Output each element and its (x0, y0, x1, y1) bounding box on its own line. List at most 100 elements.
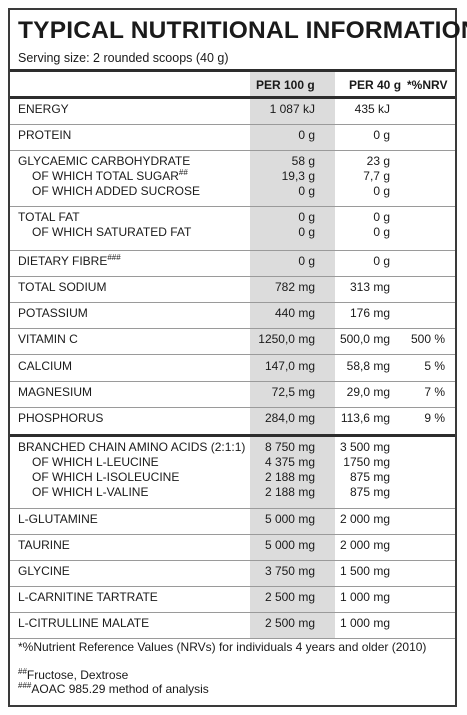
value-per-100g: 0 g (298, 254, 315, 268)
nutrient-label: GLYCINE (18, 564, 70, 579)
nutrient-name: BRANCHED CHAIN AMINO ACIDS (2:1:1) (18, 440, 246, 454)
value-per-100g: 0 g (298, 184, 315, 198)
table-row: OF WHICH TOTAL SUGAR## 19,3 g 7,7 g (10, 169, 455, 184)
nutrient-label: PROTEIN (18, 128, 71, 143)
value-per-40g: 875 mg (349, 470, 390, 484)
nutrient-name: PROTEIN (18, 128, 72, 142)
footnote-sugar-text: Fructose, Dextrose (26, 668, 129, 682)
row-divider (10, 250, 455, 251)
nutrient-name: MAGNESIUM (18, 385, 93, 399)
table-row: PROTEIN 0 g 0 g (10, 128, 455, 143)
value-per-40g: 1 500 mg (339, 564, 390, 578)
table-row: POTASSIUM 440 mg 176 mg (10, 306, 455, 321)
nutrient-label: VITAMIN C (18, 332, 78, 347)
value-per-40g: 875 mg (349, 485, 390, 499)
table-row: L-CARNITINE TARTRATE 2 500 mg 1 000 mg (10, 590, 455, 605)
nutrient-label: OF WHICH SATURATED FAT (32, 225, 191, 240)
table-row: OF WHICH SATURATED FAT 0 g 0 g (10, 225, 455, 240)
value-per-100g: 5 000 mg (264, 512, 315, 526)
nutrient-name: OF WHICH ADDED SUCROSE (32, 184, 201, 198)
table-row: L-CITRULLINE MALATE 2 500 mg 1 000 mg (10, 616, 455, 631)
column-header-nrv: *%NRV (407, 78, 448, 92)
table-row: OF WHICH ADDED SUCROSE 0 g 0 g (10, 184, 455, 199)
value-per-100g: 5 000 mg (264, 538, 315, 552)
row-divider (10, 206, 455, 207)
nutrient-name: L-CITRULLINE MALATE (18, 616, 150, 630)
row-divider (10, 586, 455, 587)
nutrient-label: MAGNESIUM (18, 385, 92, 400)
table-row: TOTAL FAT 0 g 0 g (10, 210, 455, 225)
column-header-rule (10, 96, 455, 99)
value-per-40g: 7,7 g (363, 169, 390, 183)
nutrient-name: POTASSIUM (18, 306, 88, 320)
value-per-40g: 0 g (373, 128, 390, 142)
table-row: VITAMIN C 1250,0 mg 500,0 mg 500 % (10, 332, 455, 347)
column-header-per-40g: PER 40 g (349, 78, 402, 92)
nutrient-name: TAURINE (18, 538, 70, 552)
footnote-sugar-mark: ## (18, 667, 27, 676)
value-per-100g: 2 188 mg (264, 485, 315, 499)
nutrient-label: L-CITRULLINE MALATE (18, 616, 149, 631)
nutrient-name: GLYCAEMIC CARBOHYDRATE (18, 154, 191, 168)
nutrient-label: OF WHICH L-LEUCINE (32, 455, 159, 470)
row-divider (10, 328, 455, 329)
nutrient-label: TOTAL FAT (18, 210, 80, 225)
value-nrv: 9 % (424, 411, 445, 425)
row-divider (10, 124, 455, 125)
table-row: CALCIUM 147,0 mg 58,8 mg 5 % (10, 359, 455, 374)
nutrient-name: TOTAL FAT (18, 210, 80, 224)
nutrient-name: OF WHICH TOTAL SUGAR (32, 169, 179, 183)
row-divider (10, 354, 455, 355)
value-per-100g: 4 375 mg (264, 455, 315, 469)
footnote-sugar: ##Fructose, Dextrose (18, 667, 450, 683)
table-row: L-GLUTAMINE 5 000 mg 2 000 mg (10, 512, 455, 527)
table-row: GLYCINE 3 750 mg 1 500 mg (10, 564, 455, 579)
value-per-100g: 19,3 g (281, 169, 315, 183)
value-per-40g: 1750 mg (343, 455, 390, 469)
nutrient-label: CALCIUM (18, 359, 72, 374)
nutrient-label: ENERGY (18, 102, 69, 117)
value-per-40g: 0 g (373, 184, 390, 198)
value-per-40g: 3 500 mg (339, 440, 390, 454)
value-per-40g: 58,8 mg (346, 359, 390, 373)
row-divider (10, 612, 455, 613)
footnote-fibre-text: AOAC 985.29 method of analysis (31, 682, 209, 696)
nutrient-name: ENERGY (18, 102, 69, 116)
row-divider (10, 302, 455, 303)
row-divider (10, 276, 455, 277)
row-divider (10, 638, 455, 639)
nutrient-label: L-GLUTAMINE (18, 512, 98, 527)
nutrient-name: L-CARNITINE TARTRATE (18, 590, 158, 604)
nutrient-label: OF WHICH L-ISOLEUCINE (32, 470, 179, 485)
table-row: MAGNESIUM 72,5 mg 29,0 mg 7 % (10, 385, 455, 400)
value-per-100g: 0 g (298, 128, 315, 142)
footnote-fibre: ###AOAC 985.29 method of analysis (18, 682, 450, 697)
nutrient-label: OF WHICH TOTAL SUGAR## (32, 169, 188, 184)
nutrient-name: OF WHICH L-ISOLEUCINE (32, 470, 180, 484)
value-per-40g: 29,0 mg (346, 385, 390, 399)
value-per-40g: 113,6 mg (340, 411, 390, 425)
nutrient-label: L-CARNITINE TARTRATE (18, 590, 158, 605)
value-per-100g: 2 500 mg (264, 590, 315, 604)
value-per-40g: 500,0 mg (339, 332, 390, 346)
value-per-100g: 440 mg (274, 306, 315, 320)
value-per-40g: 313 mg (349, 280, 390, 294)
value-per-100g: 0 g (298, 225, 315, 239)
nutrient-name: L-GLUTAMINE (18, 512, 98, 526)
value-per-40g: 0 g (373, 254, 390, 268)
table-row: OF WHICH L-LEUCINE 4 375 mg 1750 mg (10, 455, 455, 470)
nutrient-label: OF WHICH ADDED SUCROSE (32, 184, 200, 199)
row-divider (10, 150, 455, 151)
table-row: DIETARY FIBRE### 0 g 0 g (10, 254, 455, 269)
serving-size: Serving size: 2 rounded scoops (40 g) (18, 51, 229, 65)
header-rule (10, 69, 455, 72)
nutrient-name: CALCIUM (18, 359, 73, 373)
nutrient-name: TOTAL SODIUM (18, 280, 107, 294)
nutrient-name: GLYCINE (18, 564, 70, 578)
nutrient-name: OF WHICH L-VALINE (32, 485, 149, 499)
table-row: BRANCHED CHAIN AMINO ACIDS (2:1:1) 8 750 … (10, 440, 455, 455)
nutrient-label: POTASSIUM (18, 306, 88, 321)
nutrition-panel: TYPICAL NUTRITIONAL INFORMATION Serving … (8, 8, 467, 707)
footnote-nrv: *%Nutrient Reference Values (NRVs) for i… (18, 640, 427, 654)
table-row: PHOSPHORUS 284,0 mg 113,6 mg 9 % (10, 411, 455, 426)
